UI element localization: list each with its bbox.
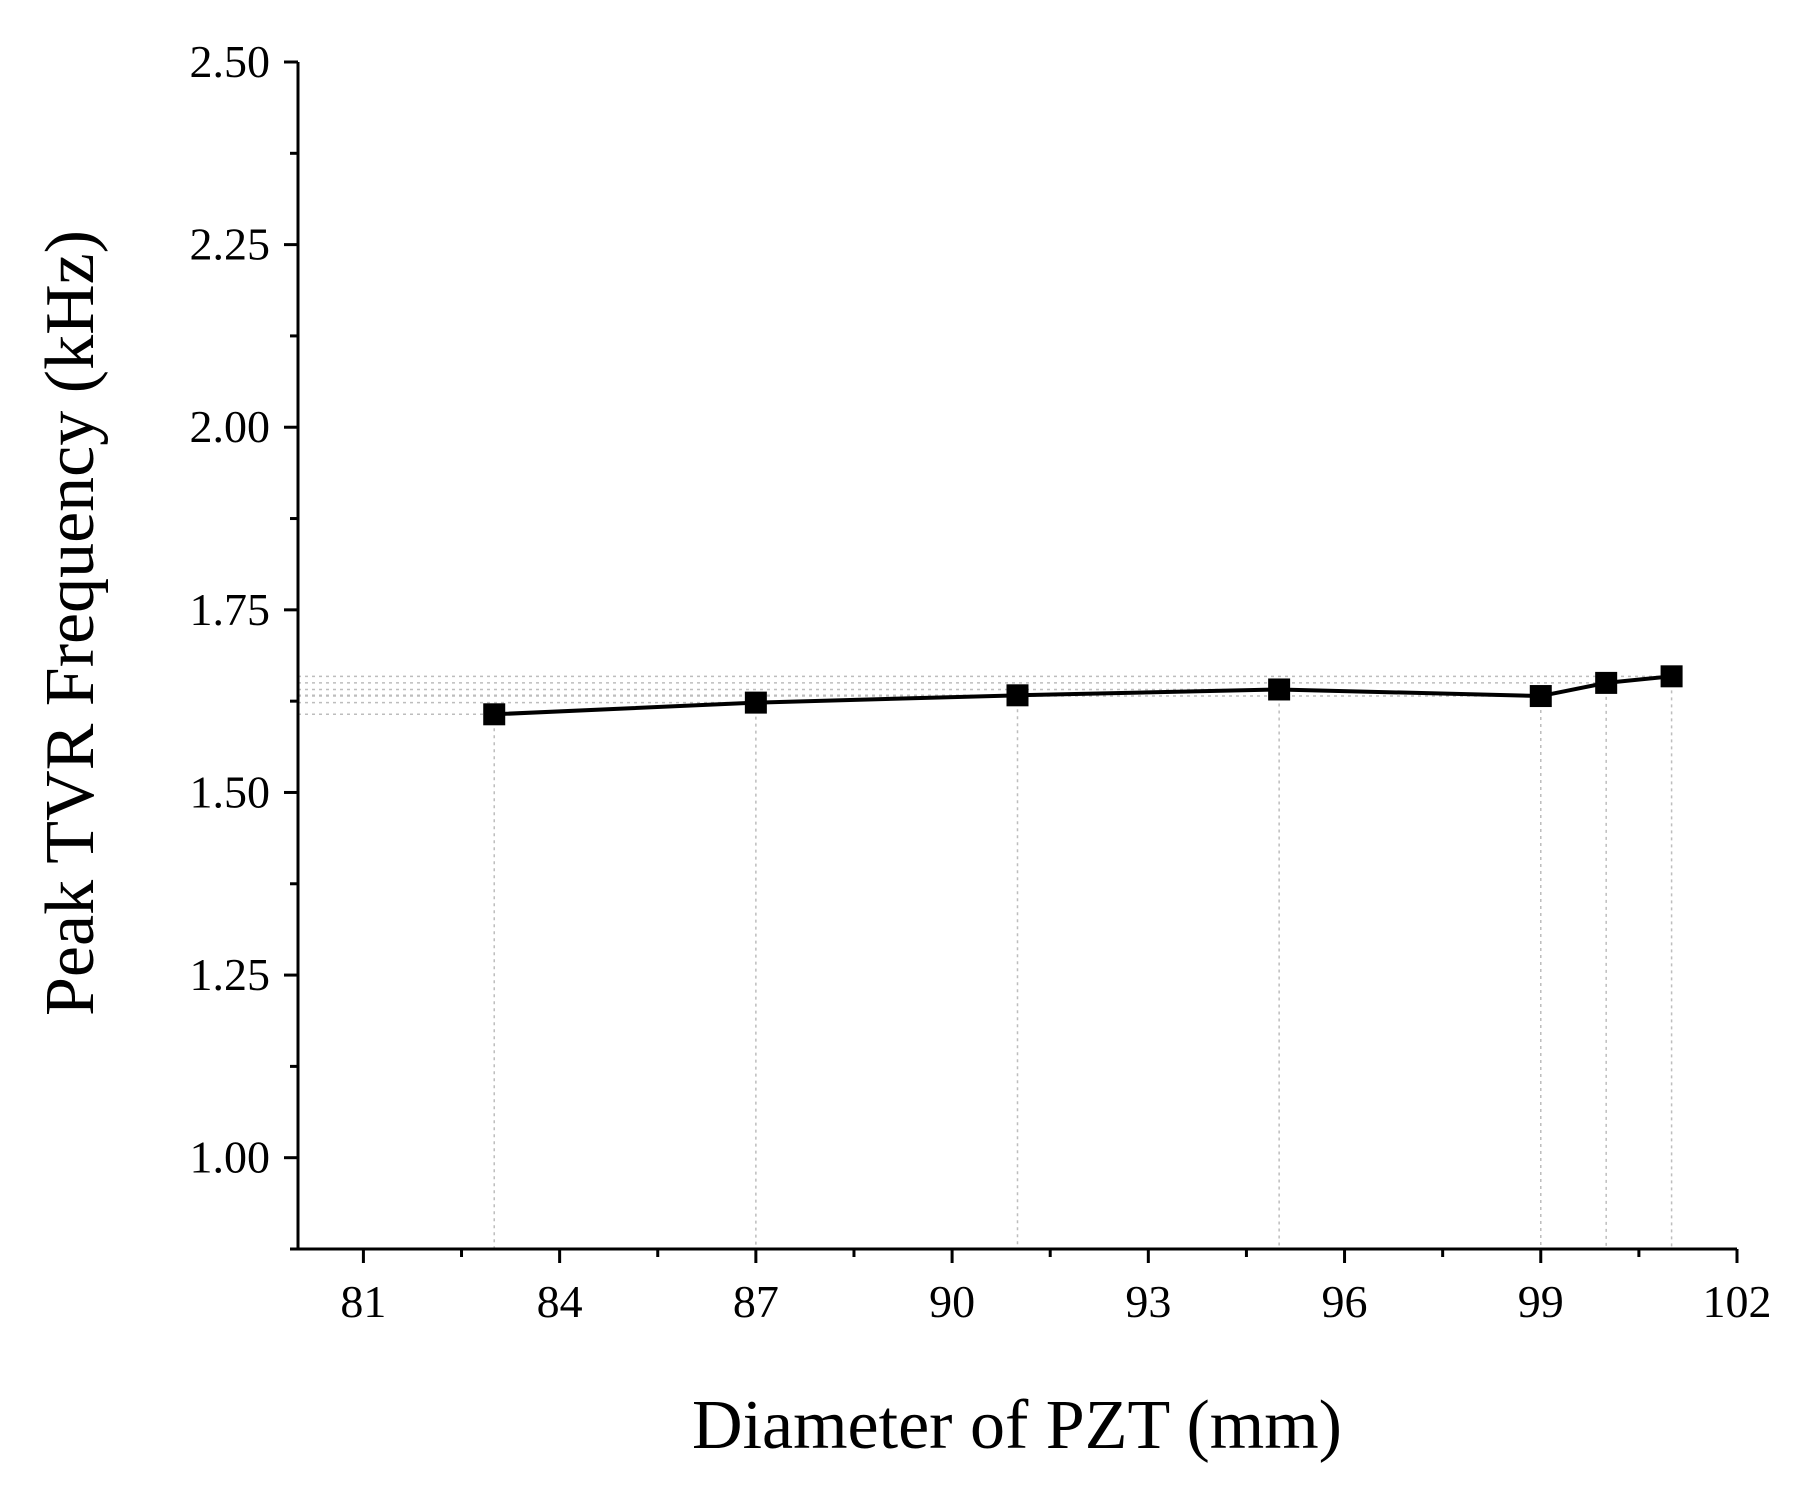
data-point-marker — [1006, 684, 1029, 707]
y-tick-label: 1.75 — [190, 584, 271, 635]
y-tick-label: 2.50 — [190, 36, 271, 87]
series-layer — [483, 665, 1683, 726]
y-tick-label: 2.25 — [190, 219, 271, 270]
x-tick-label: 84 — [537, 1276, 583, 1327]
y-axis-ticks: 1.00 1.25 1.50 1.75 2.00 2.25 2.50 — [190, 36, 298, 1251]
y-axis-title: Peak TVR Frequency (kHz) — [32, 230, 109, 1016]
data-point-marker — [1660, 665, 1683, 688]
x-tick-label: 90 — [929, 1276, 975, 1327]
x-tick-label: 87 — [733, 1276, 779, 1327]
x-tick-label: 93 — [1125, 1276, 1171, 1327]
data-point-marker — [1268, 678, 1291, 701]
x-axis-title: Diameter of PZT (mm) — [692, 1387, 1342, 1464]
x-tick-label: 81 — [340, 1276, 386, 1327]
x-axis-ticks: 81 84 87 90 93 96 99 102 — [340, 1249, 1772, 1327]
y-tick-label: 1.50 — [190, 766, 271, 817]
y-tick-label: 1.00 — [190, 1132, 271, 1183]
y-tick-label: 1.25 — [190, 949, 271, 1000]
x-tick-label: 96 — [1322, 1276, 1368, 1327]
y-tick-label: 2.00 — [190, 401, 271, 452]
axes — [296, 62, 1737, 1251]
x-tick-label: 102 — [1703, 1276, 1772, 1327]
drop-lines — [298, 675, 1673, 1249]
data-point-marker — [744, 691, 767, 714]
data-point-marker — [1595, 671, 1618, 694]
data-point-marker — [1529, 685, 1552, 708]
data-point-marker — [483, 703, 506, 726]
plot-frame-axes — [296, 62, 1737, 1251]
x-tick-label: 99 — [1518, 1276, 1564, 1327]
